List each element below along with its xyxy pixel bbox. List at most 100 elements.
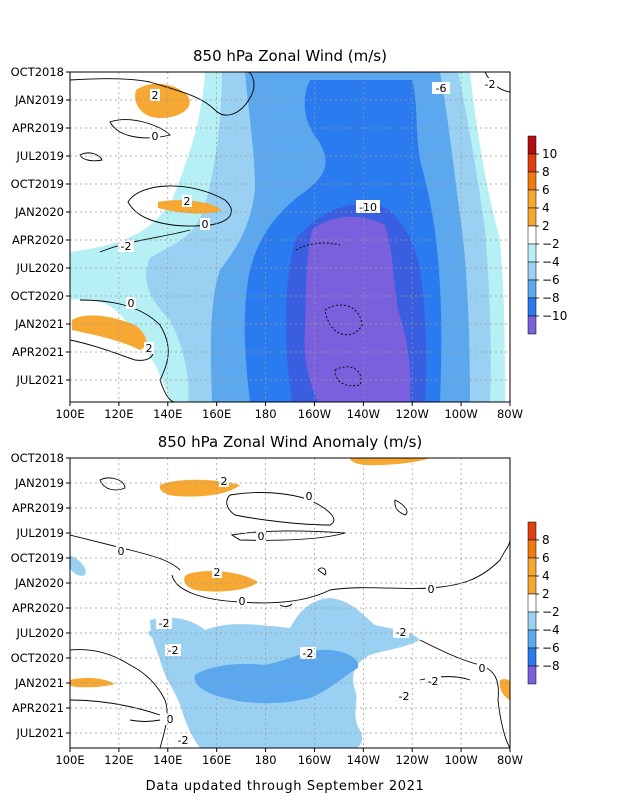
colorbar-label: −4 <box>542 255 560 269</box>
y-tick-label: JAN2019 <box>14 476 64 490</box>
colorbar-label: −6 <box>542 641 560 655</box>
y-tick-label: JUL2020 <box>16 626 64 640</box>
colorbar-swatch <box>527 189 537 209</box>
top-chart-title: 850 hPa Zonal Wind (m/s) <box>193 47 387 65</box>
top-chart-fill <box>70 72 510 402</box>
top-contour-label: 0 <box>152 130 159 143</box>
y-tick-label: JAN2019 <box>14 93 64 107</box>
x-tick-label: 100W <box>444 407 477 421</box>
colorbar-label: −6 <box>542 273 560 287</box>
y-tick-label: JUL2021 <box>16 726 64 740</box>
top-contour-label: 0 <box>128 297 135 310</box>
colorbar-label: −4 <box>542 623 560 637</box>
top-contour-label: -10 <box>359 201 377 214</box>
bottom-contour-label: -2 <box>396 626 407 639</box>
x-tick-label: 80W <box>497 407 523 421</box>
bottom-contour-label: -2 <box>168 644 179 657</box>
top-plot-frame <box>69 71 511 403</box>
y-tick-label: OCT2018 <box>11 65 64 79</box>
x-tick-label: 100E <box>55 753 84 767</box>
bottom-plot-frame <box>69 457 511 749</box>
x-tick-label: 180 <box>255 753 277 767</box>
x-tick-label: 100E <box>55 407 84 421</box>
y-tick-label: JUL2019 <box>16 526 64 540</box>
bottom-contour-label: 0 <box>167 713 174 726</box>
top-gridlines <box>70 72 510 402</box>
colorbar-swatch <box>527 557 537 577</box>
top-contour-label: 0 <box>202 218 209 231</box>
bottom-contour-label: 0 <box>258 530 265 543</box>
y-tick-label: OCT2019 <box>11 551 64 565</box>
y-tick-label: APR2019 <box>12 121 64 135</box>
colorbar-label: 10 <box>542 147 557 161</box>
colorbar-label: 6 <box>542 551 550 565</box>
top-contour-label: -2 <box>121 240 132 253</box>
x-tick-label: 180 <box>255 407 277 421</box>
colorbar-label: −2 <box>542 237 560 251</box>
bottom-colorbar: 8 6 4 2 −2 −4 −6 −8 <box>527 521 560 685</box>
colorbar-swatch <box>527 207 537 227</box>
bottom-contour-label: -2 <box>159 617 170 630</box>
x-tick-label: 120W <box>396 407 429 421</box>
y-tick-label: JAN2020 <box>14 205 64 219</box>
colorbar-label: 6 <box>542 183 550 197</box>
x-tick-label: 120E <box>104 753 133 767</box>
bottom-blob-orange-4 <box>70 677 115 688</box>
x-tick-label: 160W <box>298 753 331 767</box>
colorbar-swatch <box>527 665 537 685</box>
bottom-gridlines <box>70 458 510 748</box>
bottom-contour-label: -2 <box>428 675 439 688</box>
colorbar-swatch <box>527 315 537 335</box>
colorbar-swatch <box>527 297 537 317</box>
colorbar-swatch <box>527 153 537 173</box>
top-colorbar: 10 8 6 4 2 −2 −4 −6 −8 −10 <box>527 135 567 335</box>
bottom-region-light-blue-left <box>70 555 86 576</box>
colorbar-label: 2 <box>542 219 550 233</box>
y-tick-label: APR2020 <box>12 233 64 247</box>
colorbar-swatch <box>527 611 537 631</box>
colorbar-swatch <box>527 629 537 649</box>
y-tick-label: JUL2020 <box>16 261 64 275</box>
footer-note: Data updated through September 2021 <box>146 779 425 794</box>
y-tick-label: JAN2021 <box>14 676 64 690</box>
colorbar-label: 8 <box>542 533 550 547</box>
colorbar-swatch <box>527 243 537 263</box>
y-tick-label: OCT2020 <box>11 289 64 303</box>
x-tick-label: 160E <box>202 753 231 767</box>
y-tick-label: OCT2018 <box>11 451 64 465</box>
bottom-region-light-blue-small <box>148 628 170 640</box>
y-tick-label: JAN2020 <box>14 576 64 590</box>
colorbar-label: −8 <box>542 291 560 305</box>
bottom-region-mid-blue <box>194 649 359 704</box>
top-band-purple <box>304 216 411 402</box>
bottom-chart-title: 850 hPa Zonal Wind Anomaly (m/s) <box>158 433 423 451</box>
bottom-axes: 100E 120E 140E 160E 180 160W 140W 120W 100W 80W OC… <box>11 451 523 767</box>
colorbar-swatch <box>527 647 537 667</box>
bottom-blob-orange-5 <box>499 679 510 700</box>
top-contour-labels: 2 -6 -2 0 2 0 -10 -2 0 2 <box>118 78 497 355</box>
colorbar-label: −10 <box>542 309 567 323</box>
top-blob-orange-1 <box>135 83 190 118</box>
y-tick-label: OCT2020 <box>11 651 64 665</box>
top-contour-label: 2 <box>184 195 191 208</box>
top-contour-label: 2 <box>152 89 159 102</box>
y-tick-label: APR2021 <box>12 345 64 359</box>
top-chart: 850 hPa Zonal Wind (m/s) <box>11 47 568 421</box>
bottom-contour-label: 0 <box>479 662 486 675</box>
x-tick-label: 160E <box>202 407 231 421</box>
colorbar-swatch <box>527 171 537 191</box>
y-tick-label: APR2021 <box>12 701 64 715</box>
bottom-contour-label: 2 <box>221 475 228 488</box>
colorbar-swatch <box>527 593 537 613</box>
colorbar-swatch <box>527 225 537 245</box>
colorbar-label: 4 <box>542 201 550 215</box>
bottom-chart-fill <box>70 458 510 748</box>
x-tick-label: 100W <box>444 753 477 767</box>
colorbar-label: −8 <box>542 659 560 673</box>
x-tick-label: 80W <box>497 753 523 767</box>
top-contour-label: 2 <box>146 342 153 355</box>
y-tick-label: JUL2019 <box>16 149 64 163</box>
x-tick-label: 140W <box>347 407 380 421</box>
x-tick-label: 120E <box>104 407 133 421</box>
